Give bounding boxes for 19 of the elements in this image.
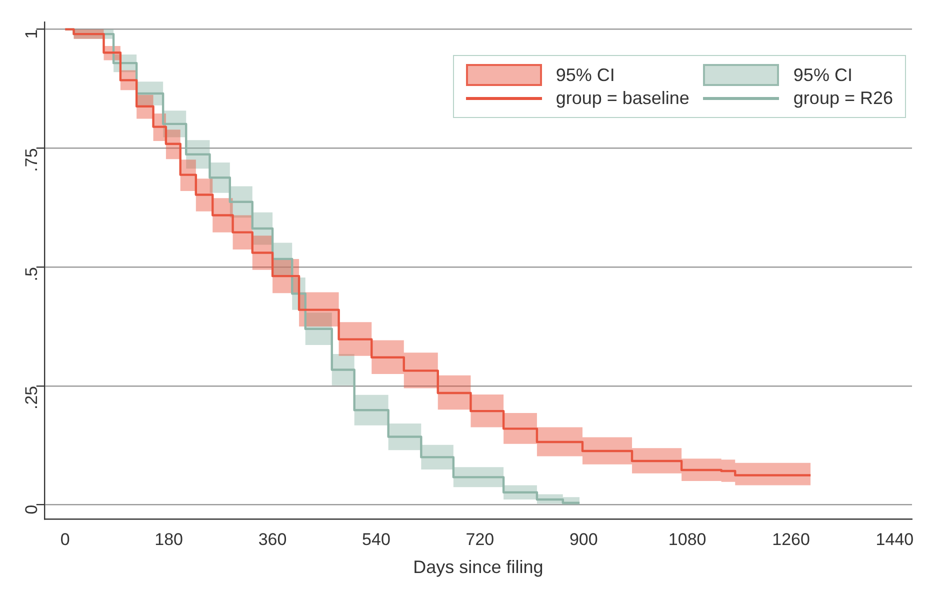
y-tick-label: .5 [22,267,42,282]
annotation: 95% CI [556,64,616,86]
legend-label: group = R26 [793,88,893,109]
x-tick-label: 0 [60,530,70,549]
x-axis-title: Days since filing [413,557,544,578]
x-tick-label: 720 [466,530,494,549]
x-tick-label: 1080 [668,530,706,549]
y-tick-label: 0 [22,504,42,514]
x-tick-label: 360 [258,530,287,549]
x-tick-label: 1260 [772,530,810,549]
x-tick-label: 900 [569,530,598,549]
x-tick-label: 1440 [876,530,914,549]
x-tick-label: 180 [154,530,184,549]
y-tick-label: .75 [22,148,42,172]
text: 95% CI [793,64,852,84]
x-tick-label: 540 [362,530,390,549]
y-tick-label: .25 [22,386,42,410]
y-tick-label: 1 [22,29,42,39]
legend-label: group = baseline [556,88,690,109]
